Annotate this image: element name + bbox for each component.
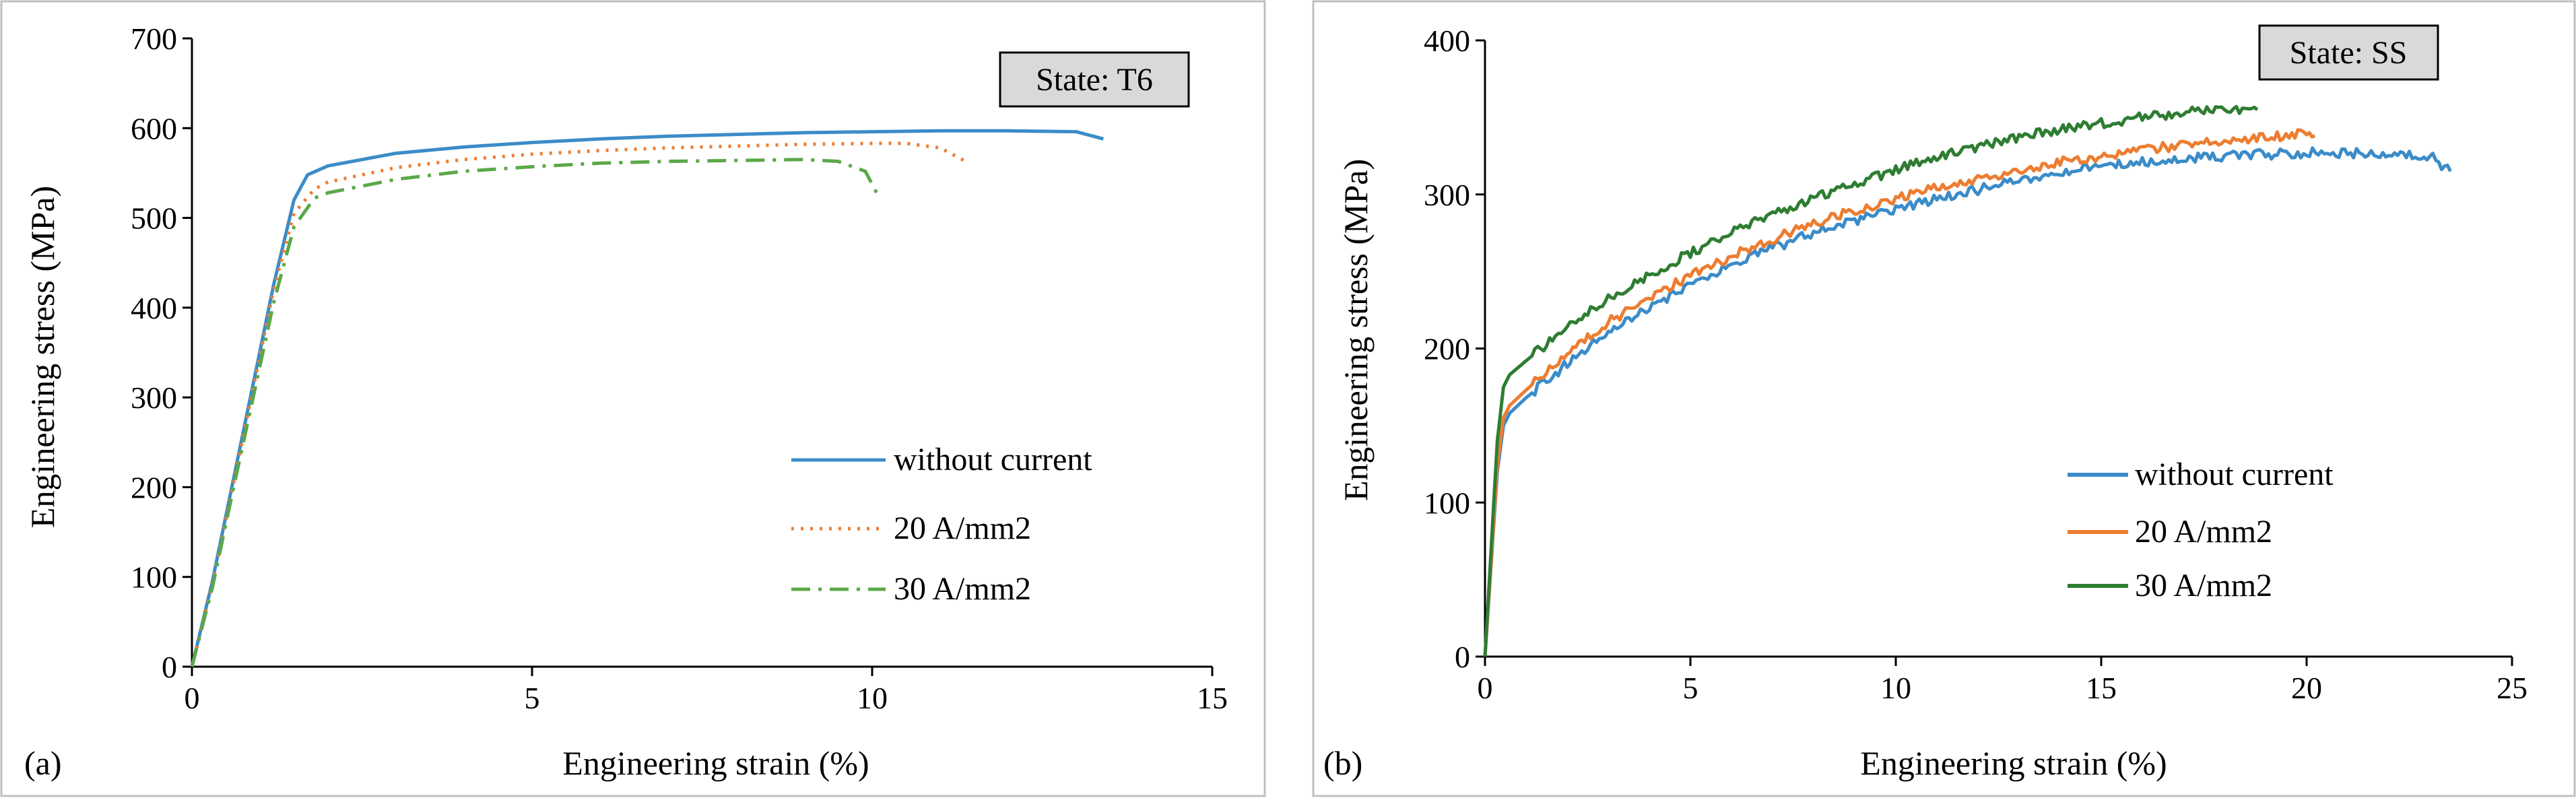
panel-a-legend-label-30-a-mm2: 30 A/mm2 xyxy=(894,571,1031,607)
panel-b-x-axis-title: Engineering strain (%) xyxy=(1860,744,2167,782)
panel-b-series-lines xyxy=(1483,104,2452,657)
panel-a-y-tick-label: 0 xyxy=(162,650,177,684)
panel-b-series-line-1 xyxy=(1483,128,2316,657)
panel-b-border xyxy=(1312,0,2576,797)
panel-a-y-tick-label: 400 xyxy=(131,291,177,325)
panel-a-x-tick-label: 15 xyxy=(1197,681,1228,715)
chart-panel-a: 0 5 10 15 0 100 200 300 400 500 600 700 Engineering… xyxy=(0,0,1266,797)
panel-a-state-box-bg xyxy=(999,51,1190,108)
panel-a-y-tick-label: 700 xyxy=(131,22,177,56)
panel-a-y-tick-label: 500 xyxy=(131,201,177,236)
panel-a-legend-label-20-a-mm2: 20 A/mm2 xyxy=(894,510,1031,546)
panel-b-x-tick-label: 5 xyxy=(1683,671,1698,705)
panel-b-y-tick-label: 200 xyxy=(1424,332,1470,366)
panel-a-state-label: State: T6 xyxy=(1036,62,1153,98)
panel-a-label: (a) xyxy=(24,744,62,782)
panel-a-y-tick-label: 200 xyxy=(131,470,177,504)
panel-a-series-line-0 xyxy=(190,129,1104,667)
panel-b-state-box-bg xyxy=(2258,24,2439,81)
panel-a-x-tick-label: 10 xyxy=(857,681,888,715)
panel-b-label: (b) xyxy=(1323,744,1362,782)
panel-b-legend-label-without-current: without current xyxy=(2135,457,2334,492)
panel-b-y-tick-label: 300 xyxy=(1424,178,1470,212)
panel-a-state-box: State: T6 xyxy=(999,51,1190,108)
panel-b-x-tick-label: 0 xyxy=(1478,671,1493,705)
panel-b-y-tick-label: 400 xyxy=(1424,24,1470,58)
panel-a-y-tick-label: 600 xyxy=(131,111,177,145)
panel-a-y-tick-label: 300 xyxy=(131,380,177,415)
panel-a-legend: without current 20 A/mm2 30 A/mm2 xyxy=(791,442,1092,607)
panel-b-y-axis-title: Engineering stress (MPa) xyxy=(1337,159,1375,501)
panel-b-ticks: 0 5 10 15 20 25 0 100 200 300 400 xyxy=(1424,24,2528,705)
panel-b-series-line-2 xyxy=(1483,104,2259,657)
panel-a-legend-label-without-current: without current xyxy=(894,442,1092,477)
panel-a-series-line-2 xyxy=(190,158,881,667)
panel-b-state-box: State: SS xyxy=(2258,24,2439,81)
panel-a-series-lines xyxy=(190,129,1104,667)
panel-b-legend-label-30-a-mm2: 30 A/mm2 xyxy=(2135,568,2272,603)
panel-b-x-tick-label: 15 xyxy=(2086,671,2117,705)
panel-b-legend-label-20-a-mm2: 20 A/mm2 xyxy=(2135,514,2272,550)
panel-b-legend: without current 20 A/mm2 30 A/mm2 xyxy=(2068,457,2334,603)
panel-a-y-axis-title: Engineering stress (MPa) xyxy=(24,186,61,528)
panel-b-y-tick-label: 0 xyxy=(1455,640,1470,674)
panel-a-series-line-1 xyxy=(190,141,968,667)
panel-a-axes xyxy=(191,38,1212,668)
panel-b-y-tick-label: 100 xyxy=(1424,486,1470,520)
panel-b-x-tick-label: 20 xyxy=(2291,671,2322,705)
panel-b-series-line-0 xyxy=(1483,146,2452,657)
chart-panel-b: 0 5 10 15 20 25 0 100 200 300 400 Engineering stre… xyxy=(1312,0,2576,797)
panel-b-state-label: State: SS xyxy=(2290,35,2408,71)
panel-b-x-tick-label: 10 xyxy=(1880,671,1911,705)
panel-a-border xyxy=(0,0,1266,797)
panel-a-x-axis-title: Engineering strain (%) xyxy=(562,744,869,782)
panel-b-x-tick-label: 25 xyxy=(2497,671,2528,705)
panel-a-x-tick-label: 0 xyxy=(185,681,200,715)
panel-a-ticks: 0 5 10 15 0 100 200 300 400 500 600 700 xyxy=(131,22,1228,715)
panel-a-x-tick-label: 5 xyxy=(525,681,540,715)
panel-a-y-tick-label: 100 xyxy=(131,560,177,595)
